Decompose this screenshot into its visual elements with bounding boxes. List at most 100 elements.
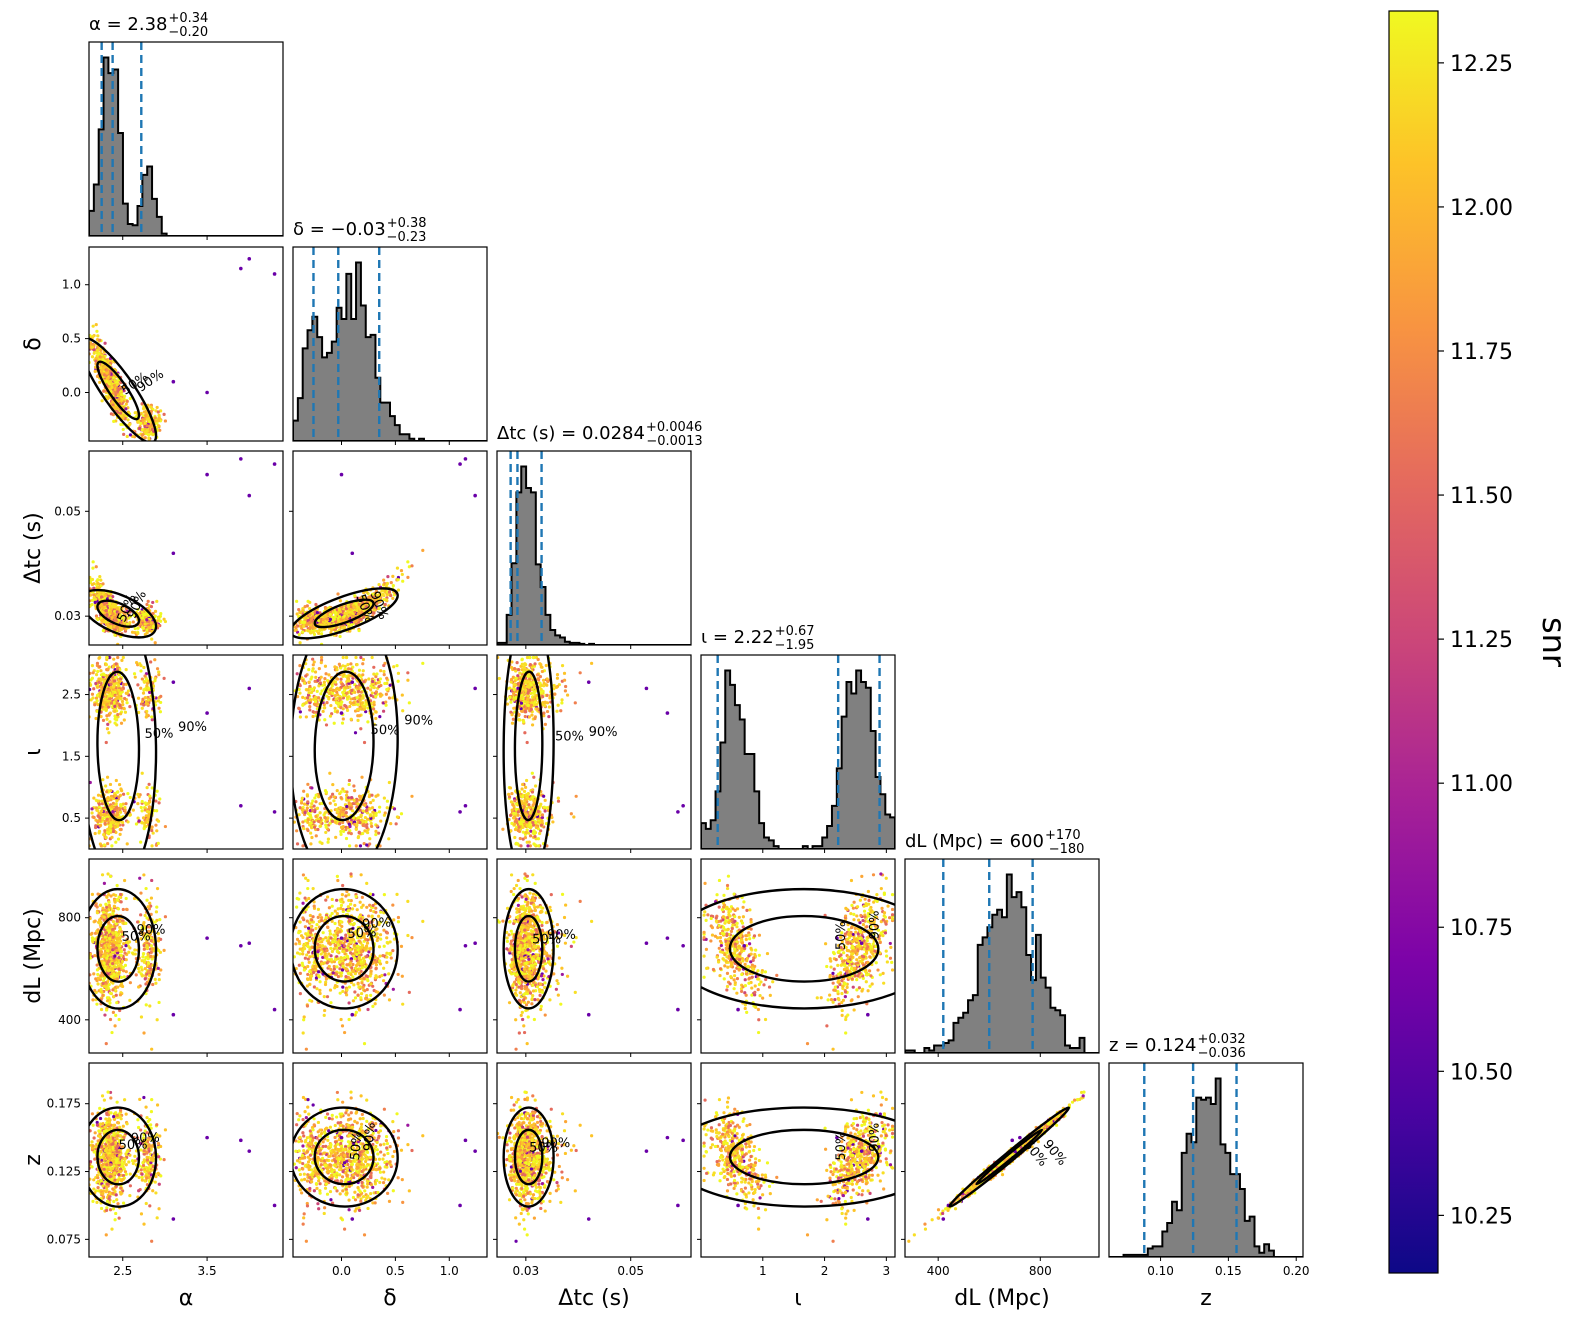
scatter-point bbox=[120, 699, 125, 704]
scatter-point bbox=[395, 815, 400, 819]
scatter-point bbox=[338, 696, 342, 701]
scatter-point bbox=[367, 677, 371, 681]
scatter-point bbox=[115, 723, 119, 727]
scatter-point bbox=[357, 602, 361, 606]
scatter-point bbox=[322, 680, 326, 684]
scatter-point bbox=[119, 787, 123, 791]
scatter-point bbox=[146, 599, 150, 603]
scatter-point bbox=[93, 600, 97, 604]
scatter-point bbox=[317, 696, 321, 700]
scatter-point bbox=[157, 801, 161, 805]
scatter-point bbox=[133, 627, 137, 631]
scatter-point bbox=[349, 717, 353, 721]
scatter-point bbox=[354, 827, 358, 832]
scatter-point bbox=[345, 616, 349, 620]
scatter-point bbox=[113, 605, 117, 609]
scatter-point bbox=[123, 710, 128, 714]
scatter-point bbox=[139, 622, 143, 626]
axes-frame bbox=[496, 450, 692, 646]
scatter-point bbox=[359, 655, 363, 660]
scatter-point bbox=[156, 699, 161, 703]
scatter-point bbox=[339, 832, 343, 836]
scatter-point bbox=[90, 345, 94, 349]
scatter-point bbox=[361, 673, 365, 677]
scatter-point bbox=[312, 820, 316, 824]
scatter-point bbox=[349, 667, 353, 671]
scatter-point bbox=[110, 835, 114, 839]
scatter-point bbox=[374, 592, 378, 597]
scatter-point bbox=[352, 784, 356, 788]
scatter-point bbox=[106, 795, 110, 800]
scatter-point bbox=[128, 795, 132, 800]
scatter-point bbox=[205, 472, 209, 477]
scatter-point bbox=[157, 616, 161, 620]
scatter-point bbox=[377, 606, 382, 610]
scatter-point bbox=[104, 707, 108, 712]
scatter-point bbox=[101, 606, 105, 610]
scatter-point bbox=[94, 806, 98, 810]
scatter-point bbox=[109, 412, 113, 416]
scatter-point bbox=[382, 796, 386, 800]
scatter-point bbox=[348, 607, 352, 612]
scatter-point bbox=[99, 673, 104, 677]
scatter-point bbox=[329, 703, 333, 708]
scatter-point bbox=[96, 617, 100, 622]
scatter-point bbox=[308, 705, 312, 709]
scatter-point bbox=[315, 689, 319, 693]
scatter-point bbox=[102, 843, 106, 847]
scatter-point bbox=[346, 663, 350, 667]
scatter-point bbox=[109, 701, 114, 705]
scatter-point bbox=[99, 813, 104, 817]
scatter-point bbox=[139, 840, 143, 844]
scatter-point bbox=[306, 828, 310, 833]
contour-line bbox=[293, 587, 399, 640]
scatter-point bbox=[543, 798, 547, 803]
scatter-point bbox=[118, 411, 123, 415]
scatter-point bbox=[116, 713, 120, 717]
scatter-point bbox=[357, 697, 361, 701]
scatter-point bbox=[133, 411, 137, 415]
scatter-point bbox=[148, 690, 152, 695]
scatter-point bbox=[370, 806, 375, 810]
scatter-point bbox=[358, 694, 362, 698]
scatter-point bbox=[317, 819, 321, 824]
scatter-point bbox=[320, 689, 324, 693]
scatter-point bbox=[145, 602, 149, 607]
scatter-point bbox=[383, 681, 387, 686]
scatter-point bbox=[552, 683, 556, 688]
scatter-point bbox=[515, 661, 519, 665]
scatter-point bbox=[339, 829, 343, 834]
scatter-point bbox=[115, 383, 119, 387]
scatter-point bbox=[92, 687, 96, 691]
scatter-point bbox=[361, 695, 365, 699]
scatter-point bbox=[364, 809, 369, 813]
scatter-point bbox=[139, 669, 143, 673]
histogram-bars bbox=[89, 56, 283, 236]
scatter-point bbox=[146, 698, 150, 702]
scatter-point bbox=[325, 678, 330, 683]
scatter-point bbox=[337, 607, 341, 612]
scatter-point bbox=[298, 611, 302, 615]
scatter-point bbox=[101, 778, 105, 782]
scatter-point bbox=[400, 572, 404, 577]
scatter-point bbox=[97, 805, 101, 809]
scatter-point bbox=[105, 377, 110, 381]
scatter-point bbox=[330, 819, 334, 823]
scatter-point bbox=[140, 771, 144, 775]
scatter-point bbox=[105, 817, 109, 821]
scatter-point bbox=[362, 841, 366, 846]
contour-line bbox=[96, 670, 141, 822]
scatter-point bbox=[406, 678, 410, 682]
scatter-point bbox=[111, 801, 115, 805]
scatter-point bbox=[379, 819, 383, 823]
scatter-point bbox=[117, 398, 121, 402]
scatter-point bbox=[347, 679, 351, 683]
scatter-point bbox=[542, 714, 546, 718]
scatter-point bbox=[157, 706, 161, 710]
scatter-point bbox=[239, 803, 243, 808]
scatter-point bbox=[302, 681, 307, 685]
scatter-point bbox=[163, 619, 168, 624]
scatter-point bbox=[138, 662, 142, 666]
scatter-point bbox=[139, 805, 143, 810]
scatter-point bbox=[95, 329, 99, 333]
